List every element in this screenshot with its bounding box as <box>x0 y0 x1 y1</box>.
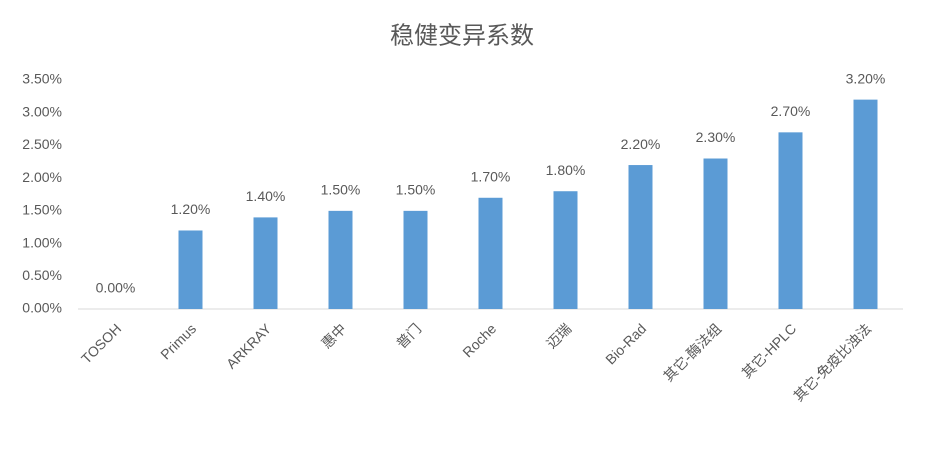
bar <box>178 230 203 309</box>
value-label: 1.50% <box>396 182 436 198</box>
bar <box>553 191 578 309</box>
bar <box>253 217 278 309</box>
bar <box>628 165 653 309</box>
value-label: 0.00% <box>96 280 136 296</box>
y-tick-label: 2.50% <box>22 136 62 152</box>
value-label: 3.20% <box>846 70 886 86</box>
y-tick-label: 0.00% <box>22 300 62 316</box>
bar <box>703 158 728 309</box>
y-tick-label: 3.50% <box>22 71 62 87</box>
value-label: 1.80% <box>546 162 586 178</box>
value-label: 1.50% <box>321 182 361 198</box>
bar <box>478 197 503 309</box>
y-tick-label: 0.50% <box>22 267 62 283</box>
bar <box>853 99 878 309</box>
y-tick-label: 2.00% <box>22 169 62 185</box>
value-label: 2.20% <box>621 136 661 152</box>
chart-title: 稳健变异系数 <box>390 22 534 49</box>
y-tick-label: 1.50% <box>22 202 62 218</box>
value-label: 2.70% <box>771 103 811 119</box>
value-label: 1.70% <box>471 168 511 184</box>
y-tick-label: 3.00% <box>22 103 62 119</box>
y-tick-label: 1.00% <box>22 234 62 250</box>
value-label: 1.40% <box>246 188 286 204</box>
bar <box>403 210 428 309</box>
value-label: 2.30% <box>696 129 736 145</box>
bar <box>328 210 353 309</box>
value-label: 1.20% <box>171 201 211 217</box>
bar <box>778 132 803 309</box>
